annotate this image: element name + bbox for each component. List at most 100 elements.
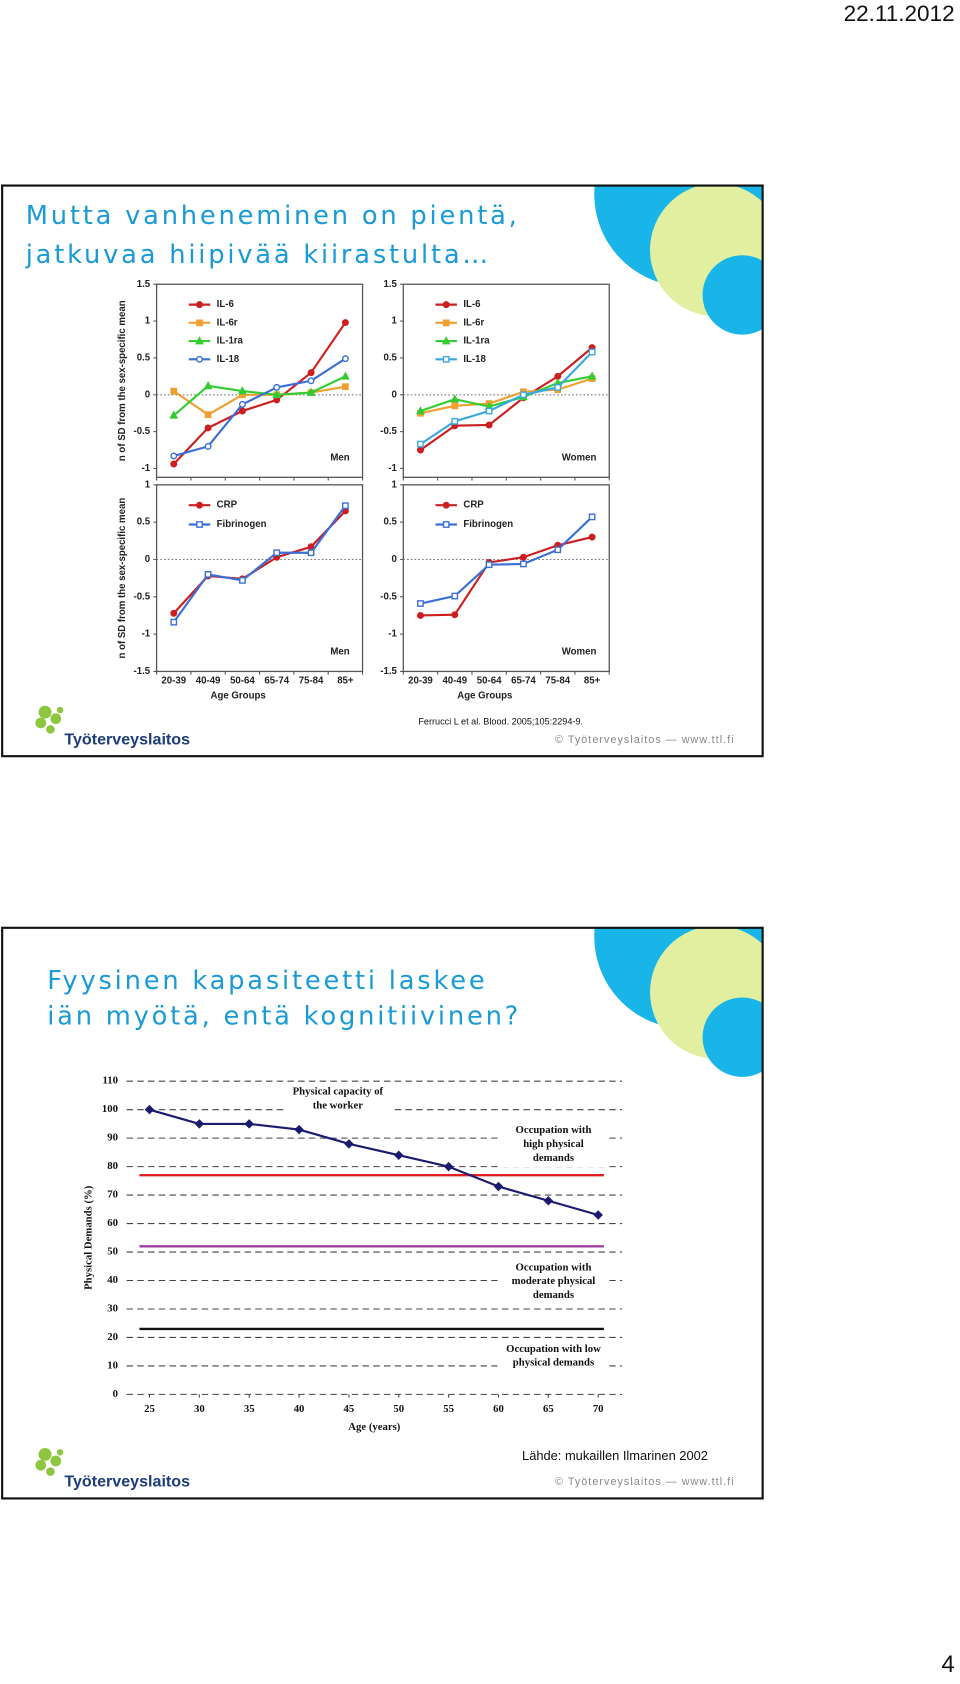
series-line: [420, 516, 593, 605]
x-tick-label: 25: [144, 1403, 155, 1415]
point: [417, 440, 424, 448]
point: [196, 501, 203, 509]
series-label: Physical capacity of: [293, 1085, 384, 1097]
slide-title: iän myötä, entä kognitiivinen?: [47, 1001, 521, 1031]
y-tick-label: 1.5: [137, 279, 151, 290]
y-tick-label: 1.5: [383, 279, 397, 290]
y-tick-label: -1.5: [134, 666, 151, 677]
page-number: 4: [942, 1651, 955, 1677]
legend-label: IL-1ra: [217, 336, 244, 347]
x-tick-label: 85+: [337, 676, 354, 687]
x-tick-label: 50: [393, 1403, 404, 1415]
logo-mark: [38, 1448, 52, 1461]
decor-circle: [702, 255, 763, 335]
chart-panel: 1.5 1 0.5 0 -0.5 -1 Women IL-6 IL-6r IL-1ra IL-18: [380, 279, 610, 481]
logo-mark: [50, 1455, 62, 1467]
logo-mark: [38, 705, 52, 719]
series-line: [419, 346, 593, 451]
y-tick-label: -0.5: [134, 426, 151, 437]
legend-label: IL-1ra: [463, 336, 490, 347]
series-line: [172, 321, 347, 465]
y-tick-label: -0.5: [380, 426, 397, 437]
point: [169, 410, 179, 419]
y-tick-label: 0.5: [137, 352, 151, 363]
x-tick-label: 40-49: [196, 676, 221, 687]
logo-mark: [50, 713, 62, 725]
y-tick-label: 1: [145, 479, 151, 490]
y-tick-label: -0.5: [380, 591, 397, 602]
x-tick-label: 75-84: [299, 676, 324, 687]
label-bg: [497, 1340, 610, 1372]
reference-label: high physical: [523, 1138, 583, 1150]
point: [196, 319, 203, 327]
series-label: the worker: [313, 1099, 364, 1111]
y-tick-label: 0.5: [137, 517, 151, 528]
point: [238, 407, 246, 415]
logo-text: Työterveyslaitos: [64, 730, 190, 748]
y-tick-label: -1: [142, 463, 151, 474]
y-tick-label: 0.5: [383, 517, 397, 528]
point: [588, 513, 596, 521]
x-axis-label: Age (years): [348, 1421, 401, 1433]
x-tick-label: 35: [244, 1403, 255, 1415]
point: [204, 411, 212, 419]
slide: [594, 927, 763, 1077]
y-tick-label: 0: [113, 1388, 118, 1400]
y-tick-label: -1.5: [380, 666, 397, 677]
point: [451, 611, 459, 619]
legend-label: IL-6r: [463, 317, 484, 328]
y-tick-label: 80: [107, 1160, 118, 1172]
point: [442, 355, 450, 363]
point: [341, 355, 349, 363]
x-tick-label: 85+: [584, 676, 601, 687]
source: Lähde: mukaillen Ilmarinen 2002: [522, 1448, 708, 1463]
point: [588, 533, 596, 541]
y-tick-label: 110: [102, 1075, 118, 1087]
legend-label: IL-6r: [217, 317, 238, 328]
reference-label: Occupation with: [516, 1124, 592, 1136]
x-tick-label: 65-74: [264, 676, 289, 687]
slide-frame: [1, 926, 764, 1500]
point: [307, 369, 315, 377]
reference-label: demands: [533, 1289, 574, 1301]
point: [554, 384, 562, 391]
plot-frame: [155, 484, 364, 673]
point: [294, 1124, 304, 1135]
chart-panel: 1 0.5 0 -0.5 -1 -1.5 20-39 40-49 50-64 65-74 75-84…: [380, 479, 610, 702]
slide-title: jatkuvaa hiipivää kiirastulta…: [25, 240, 491, 270]
chart-panel: 1 0.5 0 -0.5 -1 -1.5 20-39 40-49 50-64 65-74 75-84…: [117, 479, 364, 702]
point: [144, 1104, 155, 1115]
logo-mark: [35, 1459, 47, 1471]
point: [196, 301, 203, 309]
logo-mark: [46, 725, 55, 734]
label-bg: [497, 1259, 610, 1305]
point: [520, 560, 527, 568]
footer: © Työterveyslaitos — www.ttl.fi: [555, 1476, 735, 1488]
label-bg: [284, 1083, 392, 1114]
slide-title: Mutta vanheneminen on pientä,: [26, 201, 520, 231]
legend-label: CRP: [463, 500, 484, 511]
x-axis-label: Age Groups: [211, 691, 266, 702]
point: [394, 1150, 404, 1160]
x-tick-label: 70: [593, 1403, 604, 1415]
point: [307, 549, 315, 557]
x-tick-label: 20-39: [161, 676, 186, 687]
point: [416, 611, 424, 619]
point: [272, 389, 282, 399]
point: [485, 561, 493, 569]
y-tick-label: -1: [142, 629, 151, 640]
y-tick-label: 70: [107, 1189, 118, 1201]
chart-panel: 1.5 1 0.5 0 -0.5 -1 n of SD from the sex-speci…: [117, 279, 364, 481]
point: [341, 371, 350, 380]
y-axis-label: Physical Demands (%): [82, 1185, 94, 1290]
point: [588, 348, 596, 356]
point: [442, 521, 450, 528]
point: [442, 319, 450, 327]
x-axis-label: Age Groups: [457, 691, 512, 702]
legend-label: IL-6: [463, 299, 481, 310]
reference-label: Occupation with: [516, 1261, 592, 1273]
point: [450, 394, 460, 403]
slide-title: Fyysinen kapasiteetti laskee: [47, 966, 487, 996]
y-tick-label: -1: [388, 463, 397, 474]
